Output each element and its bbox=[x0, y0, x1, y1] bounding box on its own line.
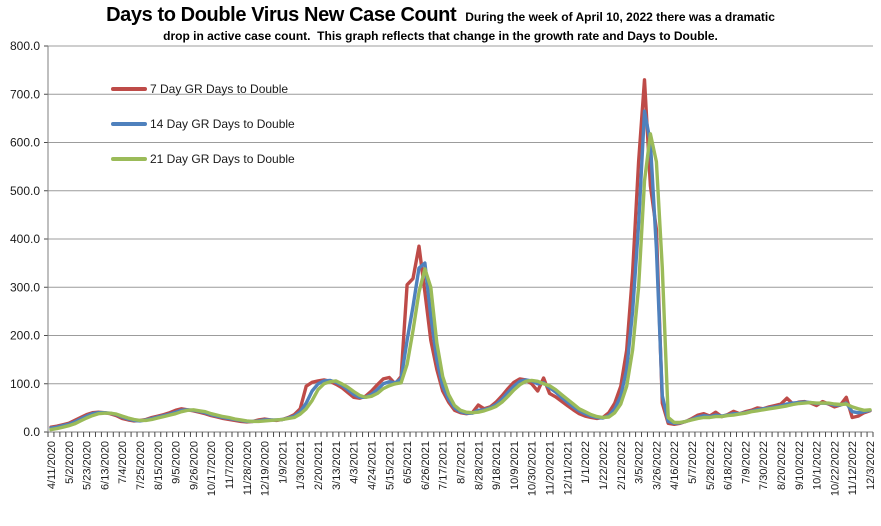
legend-label: 21 Day GR Days to Double bbox=[150, 152, 295, 166]
chart-header: Days to Double Virus New Case Count Duri… bbox=[0, 4, 881, 43]
x-tick-label: 7/9/2022 bbox=[740, 441, 752, 484]
legend-line-swatch-green bbox=[111, 157, 147, 161]
x-tick-label: 10/17/2020 bbox=[206, 441, 218, 496]
legend-item-14day: 14 Day GR Days to Double bbox=[111, 116, 295, 132]
x-tick-label: 5/23/2020 bbox=[82, 441, 94, 490]
x-tick-label: 12/3/2022 bbox=[865, 441, 877, 490]
axes bbox=[47, 46, 873, 433]
x-tick-label: 5/7/2022 bbox=[687, 441, 699, 484]
x-tick-label: 7/4/2020 bbox=[117, 441, 129, 484]
x-tick-label: 11/12/2022 bbox=[847, 441, 859, 495]
chart-legend: 7 Day GR Days to Double 14 Day GR Days t… bbox=[111, 81, 295, 186]
x-tick-label: 5/15/2021 bbox=[384, 441, 396, 490]
x-tick-label: 6/13/2020 bbox=[99, 441, 111, 490]
x-axis-labels: 4/11/2020 5/2/2020 5/23/2020 6/13/2020 7/4/2… bbox=[46, 441, 877, 496]
x-tick-label: 5/2/2020 bbox=[64, 441, 76, 484]
legend-item-21day: 21 Day GR Days to Double bbox=[111, 151, 295, 167]
x-tick-label: 4/11/2020 bbox=[46, 441, 58, 489]
x-tick-label: 5/28/2022 bbox=[705, 441, 717, 490]
y-tick-label: 0.0 bbox=[23, 425, 40, 439]
x-tick-label: 4/16/2022 bbox=[669, 441, 681, 490]
gridlines bbox=[44, 45, 873, 433]
x-tick-label: 1/1/2022 bbox=[580, 441, 592, 484]
x-axis-ticks bbox=[47, 432, 874, 437]
chart-note-line1: During the week of April 10, 2022 there … bbox=[465, 10, 775, 24]
y-tick-label: 200.0 bbox=[10, 329, 40, 343]
chart-note-line2: drop in active case count. This graph re… bbox=[163, 29, 718, 43]
y-axis-labels: 0.0 100.0 200.0 300.0 400.0 500.0 600.0 700.0 80… bbox=[10, 39, 40, 439]
y-tick-label: 100.0 bbox=[10, 377, 40, 391]
x-tick-label: 8/15/2020 bbox=[153, 441, 165, 490]
x-tick-label: 11/7/2020 bbox=[224, 441, 236, 489]
x-tick-label: 9/18/2021 bbox=[491, 441, 503, 490]
y-tick-label: 500.0 bbox=[10, 184, 40, 198]
x-tick-label: 3/26/2022 bbox=[651, 441, 663, 490]
x-tick-label: 2/12/2022 bbox=[616, 441, 628, 490]
x-tick-label: 1/9/2021 bbox=[277, 441, 289, 484]
legend-label: 7 Day GR Days to Double bbox=[150, 82, 289, 96]
y-tick-label: 700.0 bbox=[10, 87, 40, 101]
x-tick-label: 10/1/2022 bbox=[812, 441, 824, 490]
x-tick-label: 6/5/2021 bbox=[402, 441, 414, 484]
x-tick-label: 4/24/2021 bbox=[366, 441, 378, 490]
x-tick-label: 8/7/2021 bbox=[456, 441, 468, 484]
x-tick-label: 10/22/2022 bbox=[829, 441, 841, 496]
x-tick-label: 3/13/2021 bbox=[331, 441, 343, 490]
x-tick-label: 12/11/2021 bbox=[562, 441, 574, 495]
x-tick-label: 11/20/2021 bbox=[545, 441, 557, 495]
x-tick-label: 8/28/2021 bbox=[473, 441, 485, 490]
x-tick-label: 8/20/2022 bbox=[776, 441, 788, 490]
x-tick-label: 6/26/2021 bbox=[420, 441, 432, 490]
x-tick-label: 9/10/2022 bbox=[794, 441, 806, 490]
x-tick-label: 7/30/2022 bbox=[758, 441, 770, 490]
x-tick-label: 10/30/2021 bbox=[527, 441, 539, 496]
y-tick-label: 600.0 bbox=[10, 136, 40, 150]
legend-line-swatch-red bbox=[111, 87, 147, 91]
x-tick-label: 9/5/2020 bbox=[171, 441, 183, 484]
x-tick-label: 12/19/2020 bbox=[260, 441, 272, 496]
x-tick-label: 6/18/2022 bbox=[723, 441, 735, 490]
x-tick-label: 7/25/2020 bbox=[135, 441, 147, 490]
x-tick-label: 11/28/2020 bbox=[242, 441, 254, 495]
legend-item-7day: 7 Day GR Days to Double bbox=[111, 81, 295, 97]
chart-title: Days to Double Virus New Case Count bbox=[106, 4, 457, 26]
y-tick-label: 400.0 bbox=[10, 232, 40, 246]
series-line-21day bbox=[49, 132, 872, 432]
x-tick-label: 9/26/2020 bbox=[188, 441, 200, 490]
chart-header-line1: Days to Double Virus New Case Count Duri… bbox=[0, 4, 881, 27]
x-tick-label: 1/22/2022 bbox=[598, 441, 610, 490]
x-tick-label: 3/5/2022 bbox=[634, 441, 646, 484]
y-tick-label: 800.0 bbox=[10, 39, 40, 53]
x-tick-label: 2/20/2021 bbox=[313, 441, 325, 490]
x-tick-label: 7/17/2021 bbox=[438, 441, 450, 490]
legend-line-swatch-blue bbox=[111, 122, 147, 126]
x-tick-label: 4/3/2021 bbox=[349, 441, 361, 484]
x-tick-label: 10/9/2021 bbox=[509, 441, 521, 490]
y-tick-label: 300.0 bbox=[10, 280, 40, 294]
legend-label: 14 Day GR Days to Double bbox=[150, 117, 295, 131]
x-tick-label: 1/30/2021 bbox=[295, 441, 307, 490]
